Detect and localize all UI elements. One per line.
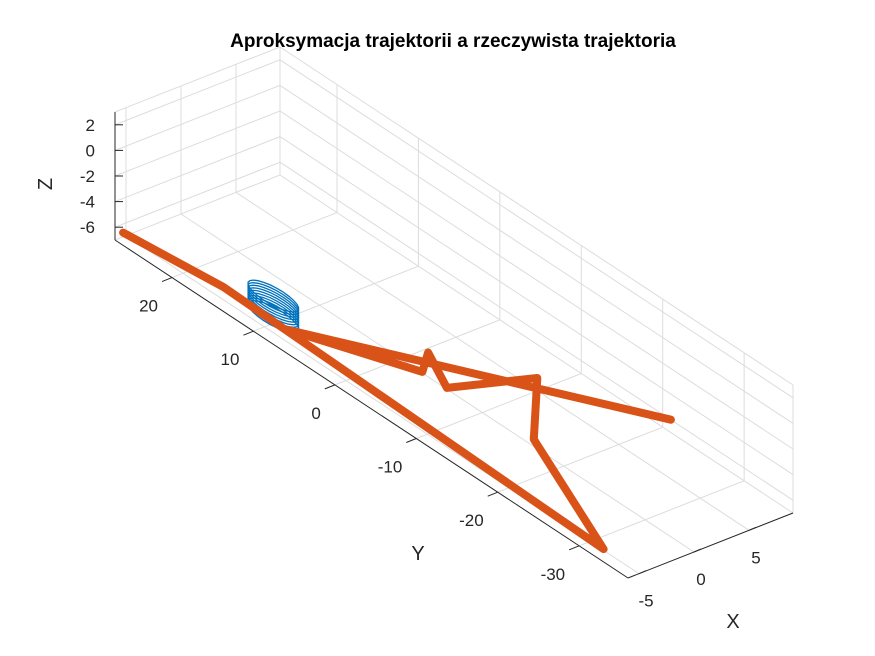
back-wall-grid-line: [114, 136, 281, 203]
z-tick-label: 0: [86, 141, 95, 160]
x-tick-mark: [748, 526, 757, 531]
side-wall-grid-line: [279, 59, 794, 399]
x-tick-mark: [693, 548, 702, 553]
y-tick-label: 10: [221, 350, 240, 369]
back-wall-grid-line: [114, 110, 281, 177]
y-tick-label: -20: [459, 511, 484, 530]
approximation-ring: [247, 279, 300, 313]
floor-grid-line: [180, 213, 695, 553]
grid-lines: [114, 46, 794, 575]
back-wall-grid-line: [114, 161, 281, 228]
y-tick-label: -30: [541, 565, 566, 584]
box-edge: [114, 46, 281, 113]
chart-title: Aproksymacja trajektorii a rzeczywista t…: [230, 31, 676, 52]
back-wall-grid-line: [114, 59, 281, 126]
box-edge: [279, 174, 794, 514]
y-tick-mark: [324, 384, 336, 390]
floor-grid-line: [171, 212, 338, 279]
y-tick-mark: [243, 330, 254, 336]
y-axis-line: [114, 239, 629, 579]
floor-grid-line: [416, 373, 582, 439]
y-tick-label: 0: [311, 404, 320, 423]
x-tick-mark: [638, 570, 647, 575]
trajectory-segment: [119, 228, 675, 554]
x-axis-label: X: [726, 611, 739, 633]
side-wall-grid-line: [279, 110, 794, 450]
box-edge: [279, 46, 794, 386]
y-tick-label: 20: [139, 297, 158, 316]
x-tick-label: 0: [696, 570, 705, 589]
side-wall-grid-line: [279, 84, 794, 424]
y-tick-mark: [161, 277, 173, 283]
back-wall-grid-line: [114, 84, 281, 151]
z-tick-label: -6: [80, 218, 95, 237]
side-wall-grid-line: [279, 161, 794, 501]
floor-grid-line: [334, 319, 501, 386]
axes: [114, 112, 794, 579]
z-tick-label: 2: [86, 116, 95, 135]
floor-grid-line: [578, 480, 745, 547]
x-tick-label: -5: [638, 592, 653, 611]
floor-grid-line: [235, 191, 750, 531]
z-axis-label: Z: [35, 178, 57, 190]
side-wall-grid-line: [279, 136, 794, 476]
y-axis-label: Y: [411, 543, 424, 565]
y-tick-mark: [406, 438, 417, 443]
y-tick-mark: [487, 491, 498, 497]
box-edge: [114, 174, 281, 241]
x-tick-label: 5: [751, 548, 760, 567]
x-axis-line: [627, 512, 794, 579]
y-tick-mark: [568, 545, 580, 551]
y-tick-label: -10: [378, 458, 403, 477]
trajectory-line: [119, 228, 675, 554]
z-tick-label: -4: [80, 193, 95, 212]
floor-grid-line: [253, 265, 419, 332]
floor-grid-line: [497, 426, 663, 493]
z-tick-label: -2: [80, 167, 95, 186]
